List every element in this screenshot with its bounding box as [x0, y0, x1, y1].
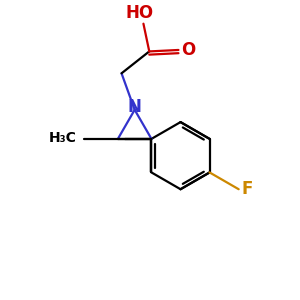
Text: O: O [181, 41, 195, 59]
Text: H₃C: H₃C [48, 131, 76, 145]
Text: HO: HO [126, 4, 154, 22]
Text: N: N [128, 98, 142, 116]
Text: F: F [242, 180, 253, 198]
